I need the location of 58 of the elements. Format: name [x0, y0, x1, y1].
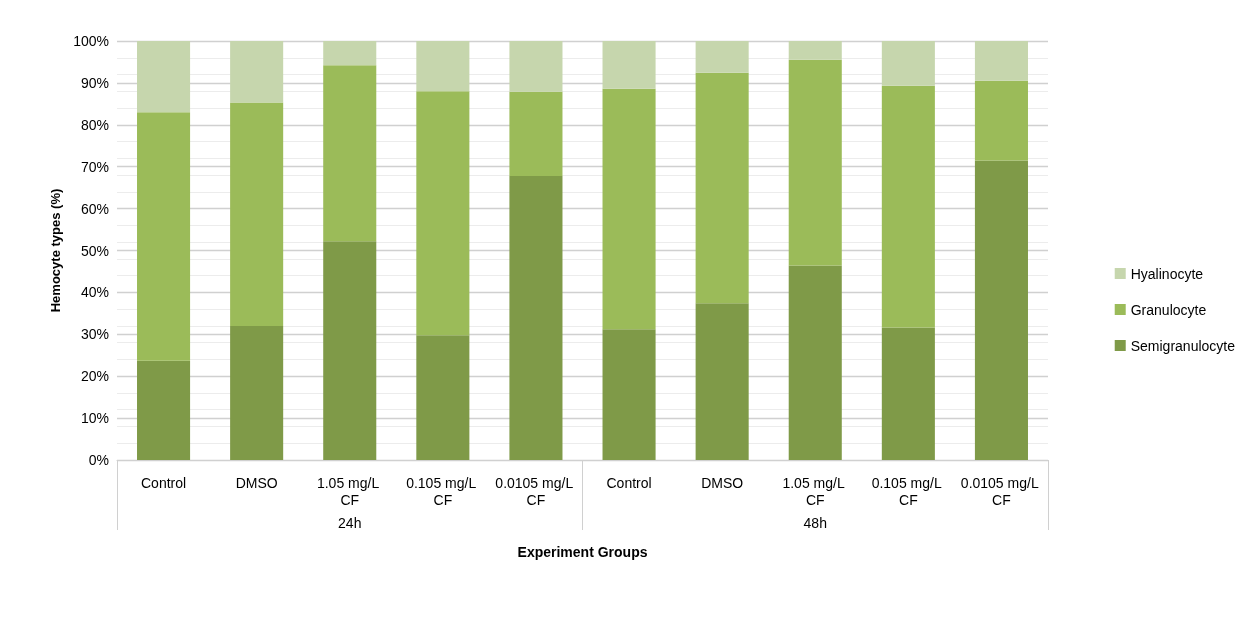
bar: [230, 325, 284, 460]
legend-label: Hyalinocyte: [1130, 265, 1204, 282]
bar: [323, 241, 377, 460]
bar: [788, 41, 842, 60]
bar: [416, 335, 470, 460]
x-tick-label: DMSO: [701, 474, 744, 491]
bar: [602, 329, 656, 460]
bar: [416, 41, 470, 92]
bar: [323, 65, 377, 242]
bar: [881, 85, 935, 328]
bar: [881, 41, 935, 86]
y-tick-label: 10%: [80, 410, 109, 427]
bar: [695, 303, 749, 460]
bar: [137, 360, 191, 460]
bar: [695, 41, 749, 73]
x-tick-label: 1.05 mg/L CF: [316, 474, 383, 508]
bar: [695, 72, 749, 304]
y-tick-label: 70%: [80, 158, 109, 175]
x-axis-title: Experiment Groups: [517, 544, 648, 560]
y-tick-label: 60%: [80, 200, 109, 217]
x-tick-label: 0.105 mg/L CF: [871, 474, 946, 508]
legend-label: Semigranulocyte: [1130, 337, 1236, 354]
y-tick-label: 30%: [80, 326, 109, 343]
bar: [974, 80, 1028, 161]
y-tick-label: 50%: [80, 242, 109, 259]
bar: [230, 102, 284, 326]
x-tick-label: 0.0105 mg/L CF: [495, 474, 577, 508]
legend-label: Granulocyte: [1130, 301, 1207, 318]
x-tick-label: 0.0105 mg/L CF: [960, 474, 1043, 508]
bar: [509, 91, 563, 176]
x-tick-label: Control: [140, 474, 187, 491]
y-tick-label: 100%: [73, 33, 109, 49]
bar: [602, 41, 656, 89]
bar: [602, 88, 656, 330]
text: 24h: [338, 515, 362, 531]
text: 48h: [803, 515, 827, 531]
bar: [137, 112, 191, 361]
y-tick-label: 0%: [88, 452, 109, 468]
y-tick-label: 90%: [80, 74, 109, 91]
bar: [788, 59, 842, 266]
bar: [509, 41, 563, 92]
bar: [230, 41, 284, 103]
y-axis-title: Hemocyte types (%): [48, 188, 64, 313]
bar: [323, 41, 377, 66]
bar: [137, 41, 191, 113]
x-tick-label: 1.05 mg/L CF: [782, 474, 849, 508]
bar: [788, 265, 842, 460]
x-tick-label: 0.105 mg/L CF: [406, 474, 480, 508]
y-tick-label: 20%: [80, 368, 109, 385]
bar: [416, 91, 470, 336]
bar: [974, 160, 1028, 460]
bar: [974, 41, 1028, 81]
y-tick-label: 80%: [80, 116, 109, 133]
x-tick-label: Control: [606, 474, 652, 491]
bar: [881, 327, 935, 460]
y-tick-label: 40%: [80, 284, 109, 301]
x-tick-label: DMSO: [235, 474, 278, 491]
bar: [509, 175, 563, 460]
